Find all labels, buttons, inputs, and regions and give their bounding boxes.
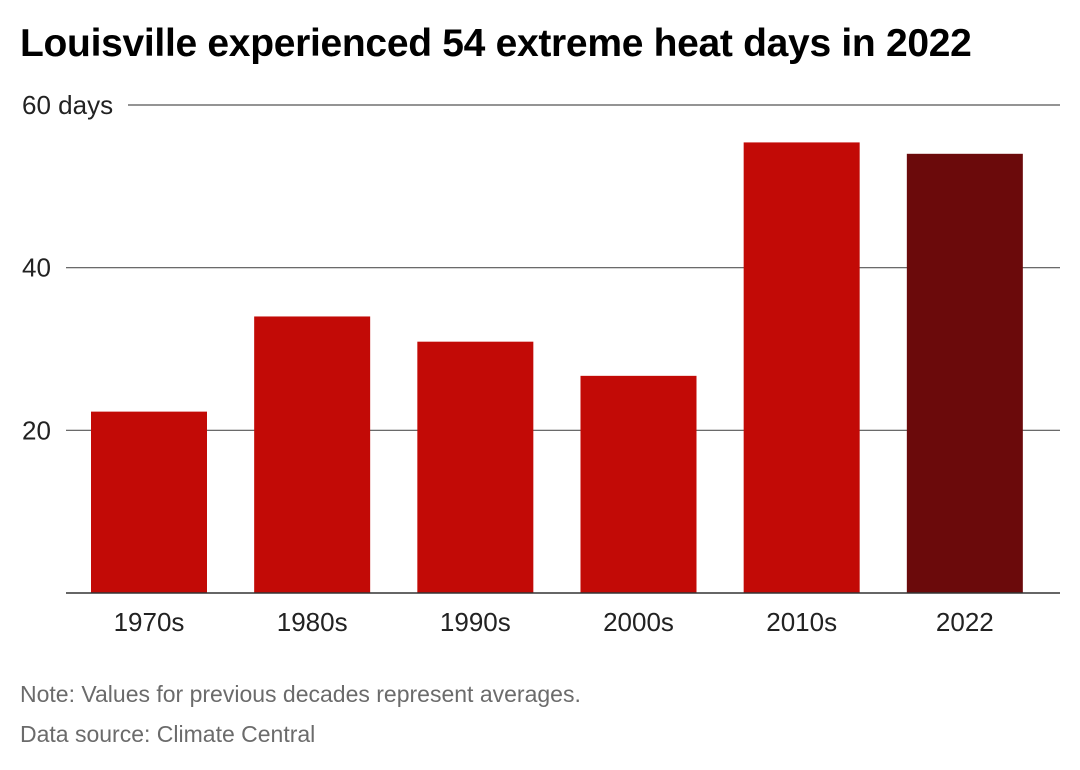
y-tick-label: 20 (22, 415, 51, 445)
x-tick-label: 1970s (114, 607, 185, 637)
x-tick-label: 1980s (277, 607, 348, 637)
chart-title: Louisville experienced 54 extreme heat d… (20, 22, 972, 65)
x-tick-label: 2010s (766, 607, 837, 637)
y-axis-labels: 20 40 60 days (22, 90, 113, 445)
y-tick-label: 40 (22, 253, 51, 283)
x-tick-label: 2000s (603, 607, 674, 637)
x-axis-labels: 1970s 1980s 1990s 2000s 2010s 2022 (114, 607, 994, 637)
x-tick-label: 1990s (440, 607, 511, 637)
bars (91, 142, 1023, 594)
bar-2010s (743, 142, 860, 593)
bar-1970s (91, 411, 207, 593)
bar-2022 (906, 153, 1023, 594)
y-tick-label: 60 days (22, 90, 113, 120)
bar-2000s (580, 375, 697, 593)
chart-note: Note: Values for previous decades repres… (20, 681, 581, 707)
bar-1980s (254, 316, 371, 593)
gridlines (66, 104, 1060, 431)
data-source: Data source: Climate Central (20, 721, 316, 747)
bar-1990s (417, 341, 534, 593)
x-tick-label: 2022 (936, 607, 994, 637)
